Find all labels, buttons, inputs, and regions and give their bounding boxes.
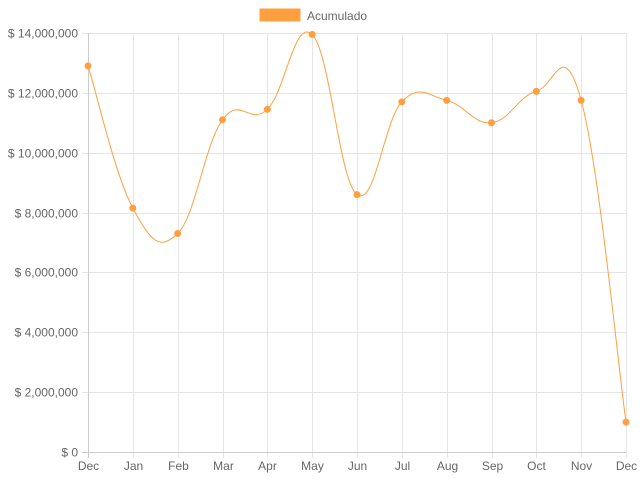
data-point[interactable]: [488, 119, 495, 127]
x-tick-label: Feb: [168, 459, 189, 473]
data-point[interactable]: [308, 30, 316, 38]
data-point[interactable]: [532, 87, 540, 95]
y-tick-label: $ 6,000,000: [15, 266, 79, 280]
legend[interactable]: Acumulado: [259, 8, 367, 23]
x-tick-label: Jan: [124, 459, 143, 473]
data-point[interactable]: [174, 230, 182, 238]
x-tick-label: Oct: [527, 459, 546, 473]
x-tick-label: Mar: [213, 459, 234, 473]
y-tick-label: $ 12,000,000: [8, 87, 78, 101]
x-tick-label: Jun: [348, 459, 367, 473]
x-tick-label: Nov: [571, 459, 592, 473]
y-tick-label: $ 0: [61, 446, 78, 460]
y-tick-label: $ 8,000,000: [15, 207, 79, 221]
legend-swatch: [259, 8, 301, 22]
legend-label: Acumulado: [307, 9, 367, 23]
y-tick-label: $ 2,000,000: [15, 386, 79, 400]
x-tick-label: Apr: [258, 459, 277, 473]
data-point[interactable]: [219, 116, 226, 124]
data-point[interactable]: [443, 96, 451, 104]
y-axis-labels: $ 0 $ 2,000,000 $ 4,000,000 $ 6,000,000 $ 8,…: [8, 27, 78, 460]
x-tick-label: Dec: [616, 459, 637, 473]
x-tick-label: Jul: [395, 459, 410, 473]
x-tick-label: Aug: [437, 459, 458, 473]
y-tick-label: $ 10,000,000: [8, 147, 78, 161]
data-point[interactable]: [577, 96, 585, 104]
data-point[interactable]: [353, 191, 361, 199]
data-point[interactable]: [622, 418, 630, 426]
y-tick-label: $ 14,000,000: [8, 27, 78, 41]
data-point[interactable]: [129, 204, 137, 212]
data-points: [84, 30, 630, 426]
data-point[interactable]: [398, 98, 406, 106]
x-tick-label: May: [301, 459, 324, 473]
axes: [82, 33, 626, 458]
x-axis-labels: Dec Jan Feb Mar Apr May Jun Jul Aug Sep Oct Nov Dec: [78, 459, 637, 473]
y-tick-label: $ 4,000,000: [15, 326, 79, 340]
data-point[interactable]: [263, 105, 271, 113]
x-tick-label: Sep: [482, 459, 504, 473]
data-point[interactable]: [84, 62, 92, 70]
x-tick-label: Dec: [78, 459, 99, 473]
grid: [82, 33, 627, 458]
